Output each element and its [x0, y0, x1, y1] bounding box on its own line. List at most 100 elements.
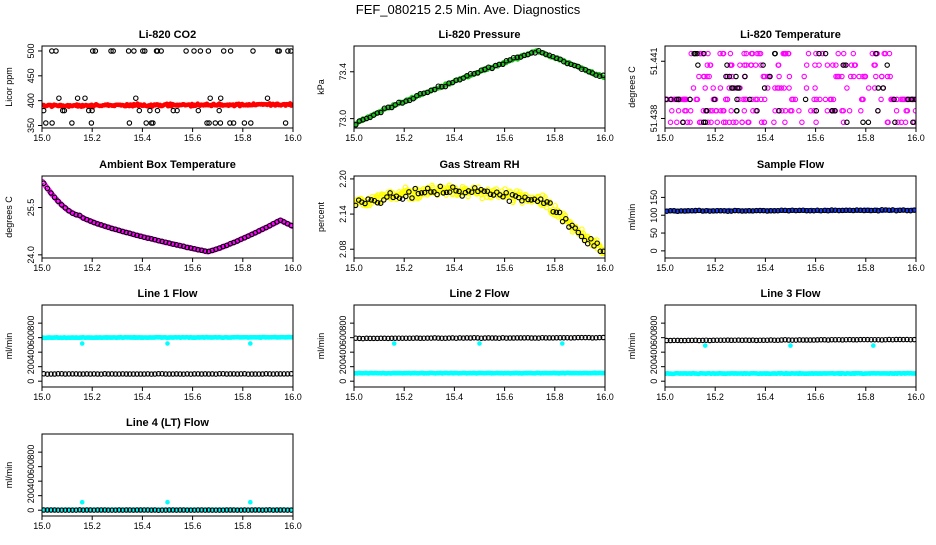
data-point	[227, 120, 233, 126]
data-point	[796, 108, 802, 114]
data-point	[166, 507, 173, 513]
data-point	[98, 507, 104, 513]
data-point	[760, 62, 766, 68]
data-point	[92, 48, 99, 54]
data-point	[403, 193, 409, 200]
data-point	[195, 247, 201, 253]
x-tick-label: 15.4	[757, 392, 775, 402]
data-point	[241, 507, 248, 513]
x-tick-label: 16.0	[284, 133, 302, 143]
chart-ambient-box-temperature: Ambient Box Temperature degrees C 15.0 15.2…	[4, 159, 302, 273]
x-tick-label: 15.6	[496, 263, 514, 273]
data-point	[665, 96, 669, 103]
data-point	[381, 105, 388, 111]
data-point	[450, 184, 456, 190]
data-point	[205, 248, 212, 255]
data-point	[742, 73, 748, 80]
x-tick-label: 15.0	[656, 392, 674, 402]
data-point	[66, 371, 72, 377]
data-point	[860, 96, 866, 103]
data-point	[56, 95, 62, 101]
data-point	[148, 120, 155, 126]
data-point	[126, 120, 133, 126]
data-point	[913, 371, 916, 376]
data-point	[434, 191, 440, 198]
series-dense	[42, 101, 293, 110]
data-point	[811, 337, 817, 343]
data-point	[878, 96, 884, 103]
data-point	[134, 232, 140, 239]
data-point	[824, 108, 831, 114]
data-point	[893, 207, 900, 214]
data-point	[739, 119, 745, 126]
data-point	[431, 86, 438, 93]
data-point	[252, 371, 259, 377]
data-point	[216, 107, 222, 114]
data-point	[153, 48, 160, 54]
data-point	[703, 337, 709, 343]
data-point	[191, 246, 198, 252]
data-point	[125, 48, 132, 54]
data-point	[274, 507, 280, 513]
data-point	[561, 335, 567, 341]
data-point	[487, 191, 494, 198]
data-point	[217, 120, 224, 126]
chart-line-2-flow: Line 2 Flow ml/min 15.0 15.2 15.4 15.6 15.8 16.…	[316, 288, 614, 402]
y-tick-label: 200	[649, 359, 659, 374]
data-point	[184, 371, 190, 377]
data-point	[674, 337, 681, 344]
data-point	[789, 96, 795, 103]
data-point	[875, 336, 882, 343]
data-point	[710, 208, 717, 214]
data-point	[69, 120, 75, 126]
data-point	[515, 194, 522, 201]
x-tick-label: 15.8	[234, 392, 252, 402]
y-axis-label: ml/min	[627, 333, 637, 360]
data-point	[882, 207, 889, 213]
data-point	[764, 208, 770, 214]
data-point	[736, 96, 742, 103]
data-point	[563, 216, 569, 222]
data-point	[195, 507, 201, 513]
data-point	[188, 507, 194, 513]
plot-frame	[41, 304, 294, 388]
data-marks	[665, 207, 916, 215]
data-point	[735, 337, 742, 343]
data-point	[263, 371, 269, 377]
chart-line-3-flow: Line 3 Flow ml/min 15.0 15.2 15.4 15.6 15.8 16.…	[627, 288, 925, 402]
data-point	[207, 95, 213, 101]
data-point	[602, 370, 605, 376]
data-point	[674, 208, 681, 215]
data-point	[109, 225, 115, 232]
data-point	[817, 96, 823, 103]
data-point	[424, 335, 431, 341]
series-avg	[665, 336, 916, 344]
data-point	[148, 236, 155, 242]
data-point	[456, 188, 462, 195]
data-point	[778, 337, 785, 343]
data-point	[421, 335, 427, 341]
data-point	[249, 371, 255, 377]
data-point	[170, 241, 176, 247]
data-marks	[354, 334, 605, 376]
x-tick-label: 15.0	[656, 133, 674, 143]
data-point	[819, 50, 826, 57]
data-point	[758, 119, 765, 126]
data-point	[687, 96, 693, 103]
data-point	[559, 218, 566, 225]
data-point	[368, 197, 375, 203]
data-point	[721, 337, 727, 343]
data-point	[803, 337, 810, 343]
data-point	[284, 371, 291, 377]
data-point	[119, 371, 126, 377]
data-point	[223, 507, 230, 513]
data-point	[442, 335, 449, 341]
data-point	[897, 207, 903, 214]
plot-frame	[664, 45, 917, 129]
data-point	[717, 337, 724, 343]
data-point	[733, 119, 739, 126]
data-point	[736, 85, 742, 91]
data-point	[703, 207, 709, 214]
x-tick-label: 15.0	[345, 392, 363, 402]
data-point	[428, 335, 434, 341]
